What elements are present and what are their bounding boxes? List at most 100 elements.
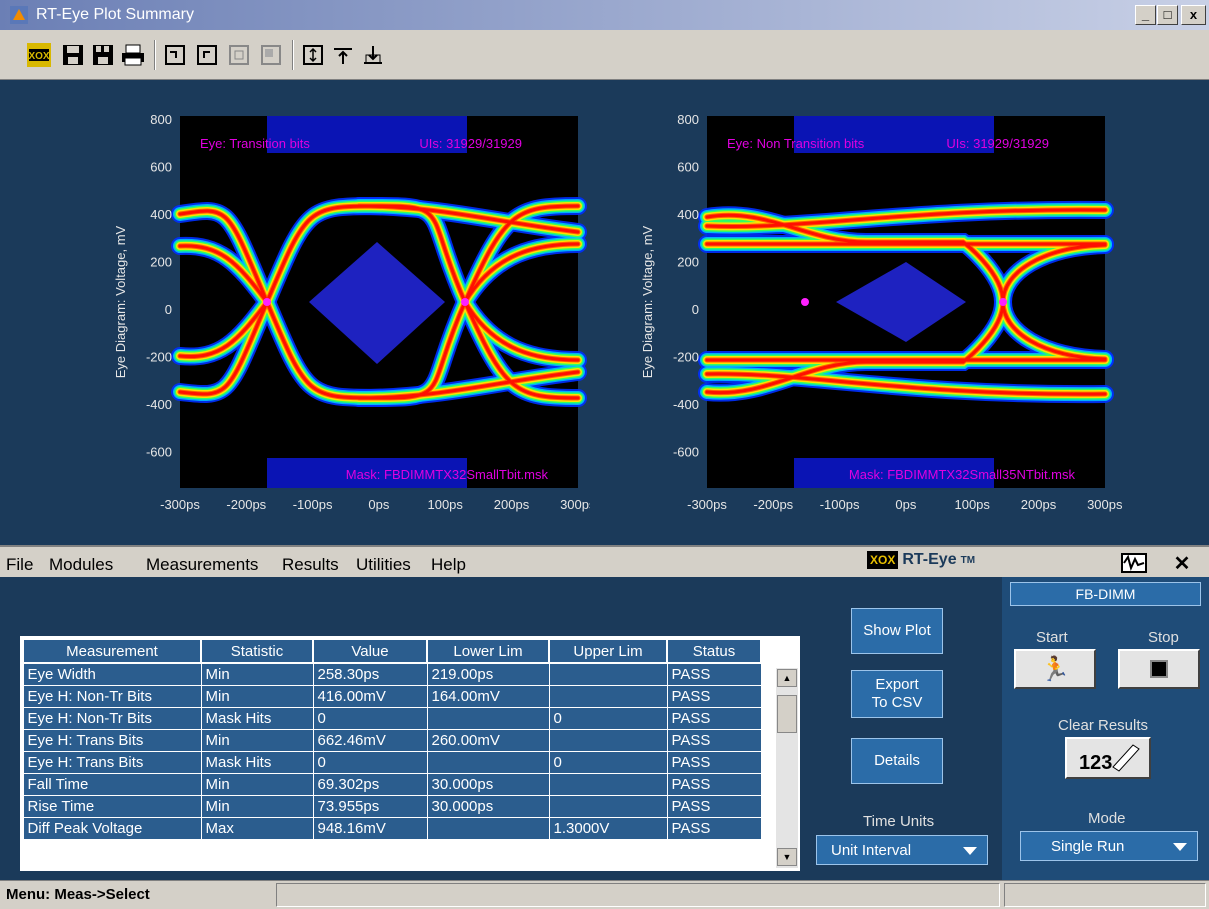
table-row[interactable]: Eye H: Non-Tr Bits Mask Hits 0 0 PASS [22, 706, 762, 730]
cursor-top-icon[interactable] [330, 42, 356, 68]
table-cell: PASS [666, 794, 762, 818]
xox-icon[interactable]: XOX [26, 42, 52, 68]
table-cell: 0 [548, 706, 668, 730]
column-header[interactable]: Status [666, 638, 762, 664]
scroll-thumb[interactable] [777, 695, 797, 733]
cursor-bottom-icon[interactable] [360, 42, 386, 68]
mask-label: Mask: FBDIMMTX32SmallTbit.msk [346, 467, 549, 482]
table-scrollbar[interactable]: ▲ ▼ [776, 668, 798, 868]
table-row[interactable]: Fall Time Min 69.302ps 30.000ps PASS [22, 772, 762, 796]
eye-label: Eye: Transition bits [200, 136, 310, 151]
y-tick-label: -400 [146, 397, 172, 412]
table-cell: Rise Time [22, 794, 202, 818]
column-header[interactable]: Upper Lim [548, 638, 668, 664]
table-cell [426, 706, 550, 730]
show-plot-button[interactable]: Show Plot [851, 608, 943, 654]
save-all-icon[interactable] [90, 42, 116, 68]
table-row[interactable]: Eye H: Trans Bits Min 662.46mV 260.00mV PASS [22, 728, 762, 752]
mask-diamond [309, 242, 445, 364]
table-cell: 416.00mV [312, 684, 428, 708]
zoom-in-icon[interactable] [162, 42, 188, 68]
y-tick-label: 200 [150, 255, 172, 270]
x-tick-label: 0ps [368, 497, 389, 512]
clear-results-button[interactable]: 123 [1065, 737, 1151, 779]
time-units-dropdown[interactable]: Unit Interval [816, 835, 988, 865]
x-tick-label: 200ps [494, 497, 530, 512]
maximize-button[interactable]: □ [1157, 5, 1178, 25]
table-cell: PASS [666, 750, 762, 774]
x-tick-label: 300ps [1087, 497, 1123, 512]
cursor-v-icon[interactable] [300, 42, 326, 68]
title-bar: RT-Eye Plot Summary _ □ x [0, 0, 1209, 30]
plot-area: 800 600 400 200 0 -200 -400 -600 -300ps -200ps -10… [0, 80, 1209, 545]
table-cell: Min [200, 728, 314, 752]
menu-results[interactable]: Results [282, 555, 339, 574]
mode-value: Single Run [1051, 837, 1125, 855]
start-label: Start [1036, 629, 1068, 646]
table-cell: Eye H: Non-Tr Bits [22, 706, 202, 730]
table-cell: 948.16mV [312, 816, 428, 840]
y-tick-label: 600 [677, 160, 699, 175]
table-cell: 30.000ps [426, 772, 550, 796]
details-button[interactable]: Details [851, 738, 943, 784]
export-csv-button[interactable]: Export To CSV [851, 670, 943, 718]
table-cell: Eye H: Non-Tr Bits [22, 684, 202, 708]
scroll-up-icon[interactable]: ▲ [777, 669, 797, 687]
y-tick-label: 200 [677, 255, 699, 270]
close-panel-icon[interactable]: ✕ [1173, 552, 1191, 575]
menu-modules[interactable]: Modules [49, 555, 114, 574]
table-row[interactable]: Eye Width Min 258.30ps 219.00ps PASS [22, 662, 762, 686]
x-tick-label: -300ps [160, 497, 200, 512]
eye-traces [698, 200, 1114, 404]
table-cell: 219.00ps [426, 662, 550, 686]
eye-plot-non-transition[interactable]: 800 600 400 200 0 -200 -400 -600 -300ps -200ps -10… [590, 80, 1209, 545]
waveform-icon[interactable] [1118, 551, 1150, 575]
save-icon[interactable] [60, 42, 86, 68]
table-cell: 0 [312, 706, 428, 730]
scroll-down-icon[interactable]: ▼ [777, 848, 797, 866]
start-button[interactable]: 🏃 [1014, 649, 1096, 689]
table-cell [548, 794, 668, 818]
y-tick-label: 600 [150, 160, 172, 175]
minimize-button[interactable]: _ [1135, 5, 1156, 25]
table-cell: PASS [666, 684, 762, 708]
menu-help[interactable]: Help [431, 555, 466, 574]
menu-utilities[interactable]: Utilities [356, 555, 411, 574]
table-cell: Min [200, 772, 314, 796]
table-cell: Max [200, 816, 314, 840]
table-row[interactable]: Eye H: Non-Tr Bits Min 416.00mV 164.00mV PAS… [22, 684, 762, 708]
menu-file[interactable]: File [6, 555, 34, 574]
menu-measurements[interactable]: Measurements [146, 555, 259, 574]
x-tick-label: 100ps [427, 497, 463, 512]
zoom-fit-icon [226, 42, 252, 68]
table-cell: Mask Hits [200, 750, 314, 774]
column-header[interactable]: Measurement [22, 638, 202, 664]
table-row[interactable]: Eye H: Trans Bits Mask Hits 0 0 PASS [22, 750, 762, 774]
table-row[interactable]: Rise Time Min 73.955ps 30.000ps PASS [22, 794, 762, 818]
y-tick-label: 400 [150, 207, 172, 222]
close-window-button[interactable]: x [1181, 5, 1206, 25]
table-cell: Mask Hits [200, 706, 314, 730]
column-header[interactable]: Value [312, 638, 428, 664]
mask-label: Mask: FBDIMMTX32Small35NTbit.msk [849, 467, 1076, 482]
print-icon[interactable] [120, 42, 146, 68]
menu-bar: File Modules Measurements Results Utilit… [0, 545, 1209, 577]
column-header[interactable]: Lower Lim [426, 638, 550, 664]
status-panel-2 [276, 883, 1000, 907]
uis-label: UIs: 31929/31929 [419, 136, 522, 151]
table-cell: Fall Time [22, 772, 202, 796]
table-row[interactable]: Diff Peak Voltage Max 948.16mV 1.3000V PASS [22, 816, 762, 840]
mask-diamond [836, 262, 966, 342]
zoom-out-icon[interactable] [194, 42, 220, 68]
table-cell: 662.46mV [312, 728, 428, 752]
mode-dropdown[interactable]: Single Run [1020, 831, 1198, 861]
y-tick-label: 800 [150, 112, 172, 127]
crossing-marker [801, 298, 809, 306]
y-tick-label: -400 [673, 397, 699, 412]
table-cell: 0 [548, 750, 668, 774]
stop-button[interactable] [1118, 649, 1200, 689]
y-tick-label: -600 [146, 445, 172, 460]
table-cell: Min [200, 684, 314, 708]
eye-plot-transition[interactable]: 800 600 400 200 0 -200 -400 -600 -300ps -200ps -10… [0, 80, 590, 545]
column-header[interactable]: Statistic [200, 638, 314, 664]
